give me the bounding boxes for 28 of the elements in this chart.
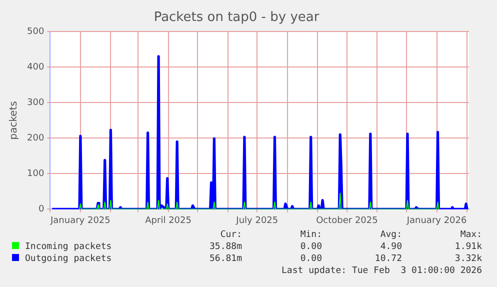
x-tick-label: October 2025 xyxy=(316,216,378,226)
text: 35.88m xyxy=(208,241,242,253)
text: Min: xyxy=(299,229,322,241)
y-tick-label: 200 xyxy=(26,134,44,144)
text: Last update: Tue Feb 3 01:00:00 2026 xyxy=(280,265,482,277)
text: 0.00 xyxy=(299,241,322,253)
text: 0.00 xyxy=(299,253,322,265)
text: 4.90 xyxy=(379,241,402,253)
text: 56.81m xyxy=(208,253,242,265)
legend-label: Incoming packets xyxy=(24,241,113,253)
text: 1.91k xyxy=(454,241,482,253)
x-tick-label: April 2025 xyxy=(145,216,192,226)
x-tick-label: July 2025 xyxy=(235,216,278,226)
x-tick-label: January 2025 xyxy=(49,216,110,226)
text: Max: xyxy=(459,229,482,241)
y-axis-title: packets xyxy=(8,101,20,140)
legend-label: Outgoing packets xyxy=(24,253,113,265)
y-tick-label: 300 xyxy=(26,98,44,108)
y-tick-label: 0 xyxy=(38,204,44,215)
text: Cur: xyxy=(219,229,242,241)
text: 10.72 xyxy=(374,253,402,265)
y-tick-label: 500 xyxy=(26,26,44,37)
y-tick-label: 100 xyxy=(26,169,44,180)
text: Avg: xyxy=(379,229,402,241)
x-tick-label: January 2026 xyxy=(406,216,467,226)
chart-title: Packets on tap0 - by year xyxy=(154,10,320,26)
y-tick-label: 400 xyxy=(26,62,44,72)
text: 3.32k xyxy=(454,253,482,265)
